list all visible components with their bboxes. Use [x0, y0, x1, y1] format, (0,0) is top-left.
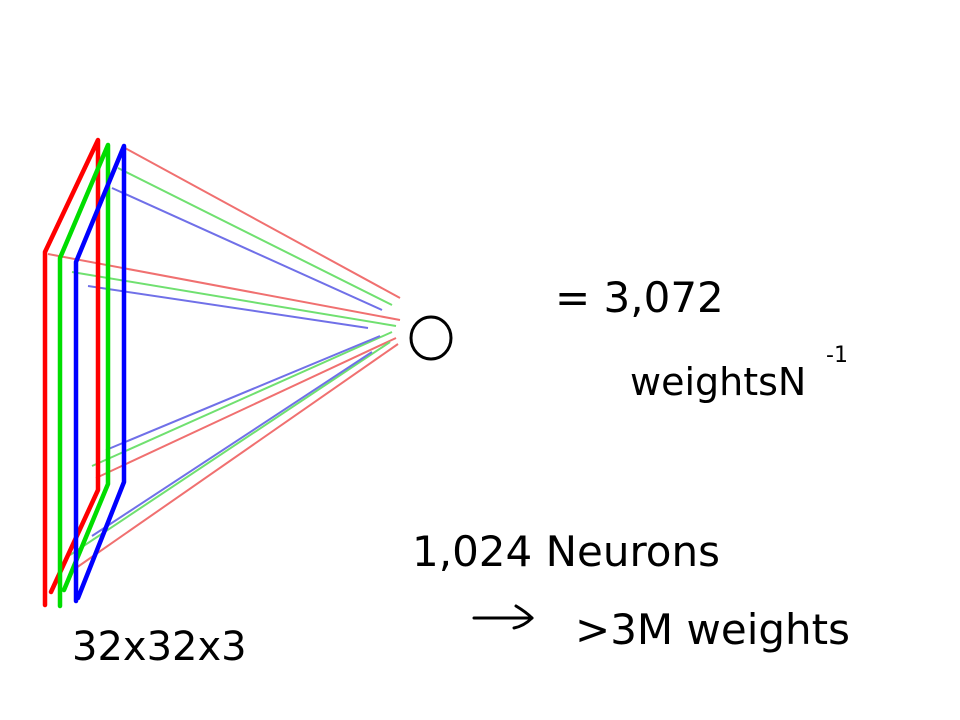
blue-channel-plane	[73, 143, 127, 604]
red-channel-plane	[42, 137, 101, 608]
weights-count-label: = 3,072	[555, 273, 724, 322]
neurons-count-label: 1,024 Neurons	[412, 527, 720, 576]
weights-word: weights	[630, 360, 778, 404]
connection-line-red	[124, 147, 401, 299]
connection-line-green	[69, 341, 391, 556]
connection-line-blue	[105, 335, 381, 451]
connection-line-blue	[87, 285, 369, 329]
connections	[47, 147, 401, 569]
connection-line-red	[75, 343, 399, 569]
weights-symbol: N	[778, 360, 806, 404]
total-weights-label: >3M weights	[575, 605, 850, 654]
connection-line-red	[95, 337, 397, 479]
neuron-circle	[409, 315, 453, 361]
weights-exponent: -1	[826, 343, 848, 368]
input-size-label: 32x32x3	[72, 624, 247, 670]
input-volume	[42, 137, 127, 609]
connection-line-green	[117, 167, 393, 306]
green-channel-plane	[57, 142, 111, 609]
weights-per-input-label: weightsN	[630, 360, 806, 404]
connection-line-green	[71, 271, 397, 327]
connection-line-blue	[91, 351, 373, 537]
connection-line-blue	[111, 187, 383, 311]
arrow-icon	[472, 604, 534, 630]
connection-line-green	[91, 331, 393, 467]
